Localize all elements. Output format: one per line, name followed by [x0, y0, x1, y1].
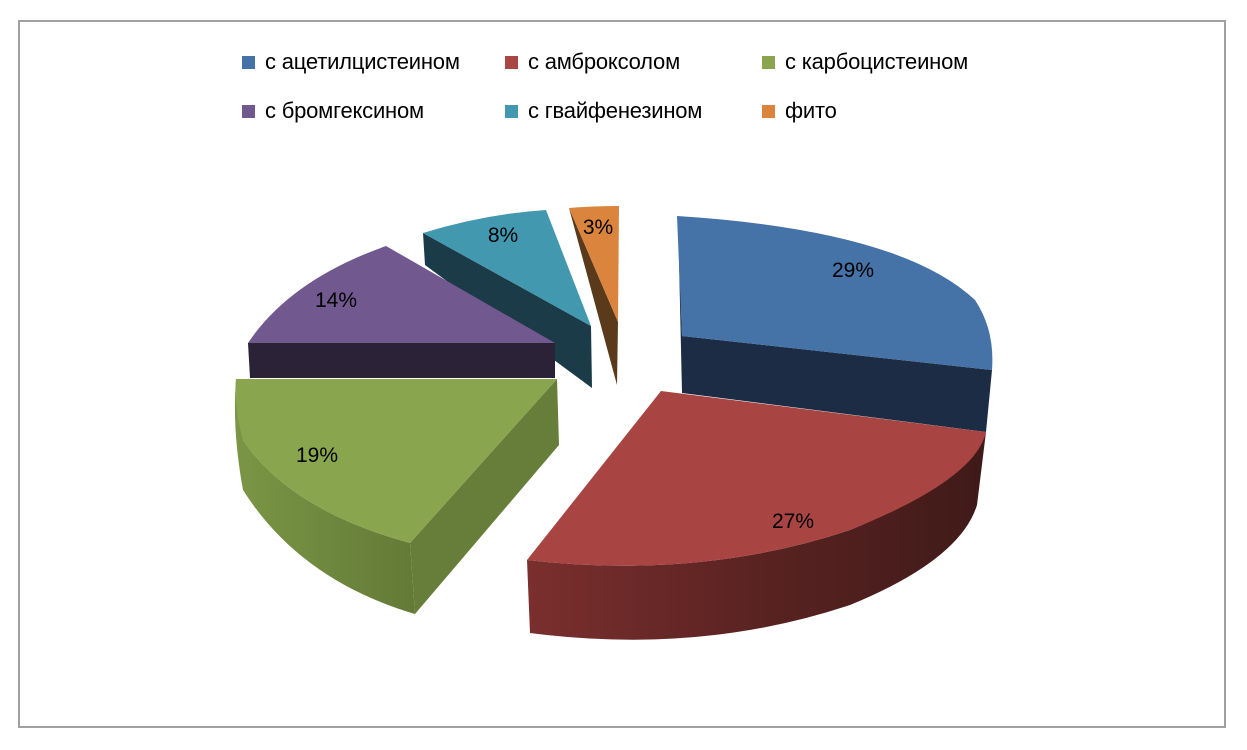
legend-swatch-blue-icon — [242, 55, 255, 69]
slice-label-guaifenesin: 8% — [488, 224, 518, 247]
legend-label: с гвайфенезином — [528, 98, 703, 123]
slice-label-ambroxol: 27% — [772, 510, 814, 533]
legend-item-guaifenesin: с гвайфенезином — [505, 98, 702, 124]
slice-acetylcysteine — [677, 216, 993, 432]
legend-label: фито — [785, 98, 837, 123]
legend-swatch-purple-icon — [242, 104, 255, 118]
legend-label: с амброксолом — [528, 49, 681, 74]
legend-item-acetylcysteine: с ацетилцистеином — [242, 49, 460, 75]
legend-item-phyto: фито — [762, 98, 837, 124]
slice-ambroxol — [527, 391, 986, 640]
legend-swatch-red-icon — [505, 55, 518, 69]
legend-label: с карбоцистеином — [785, 49, 969, 74]
slice-label-acetylcysteine: 29% — [832, 259, 874, 282]
chart-legend: с ацетилцистеином с амброксолом с карбоц… — [0, 0, 1247, 140]
legend-item-carbocysteine: с карбоцистеином — [762, 49, 968, 75]
legend-swatch-green-icon — [762, 55, 775, 69]
legend-label: с ацетилцистеином — [265, 49, 460, 74]
slice-phyto — [569, 206, 619, 385]
slice-carbocysteine — [234, 379, 559, 614]
slice-label-bromhexine: 14% — [315, 289, 357, 312]
slice-label-phyto: 3% — [583, 216, 613, 239]
legend-item-ambroxol: с амброксолом — [505, 49, 680, 75]
slice-label-carbocysteine: 19% — [296, 444, 338, 467]
slice-bromhexine — [248, 246, 555, 378]
legend-label: с бромгексином — [265, 98, 424, 123]
legend-item-bromhexine: с бромгексином — [242, 98, 424, 124]
legend-swatch-orange-icon — [762, 104, 775, 118]
legend-swatch-teal-icon — [505, 104, 518, 118]
